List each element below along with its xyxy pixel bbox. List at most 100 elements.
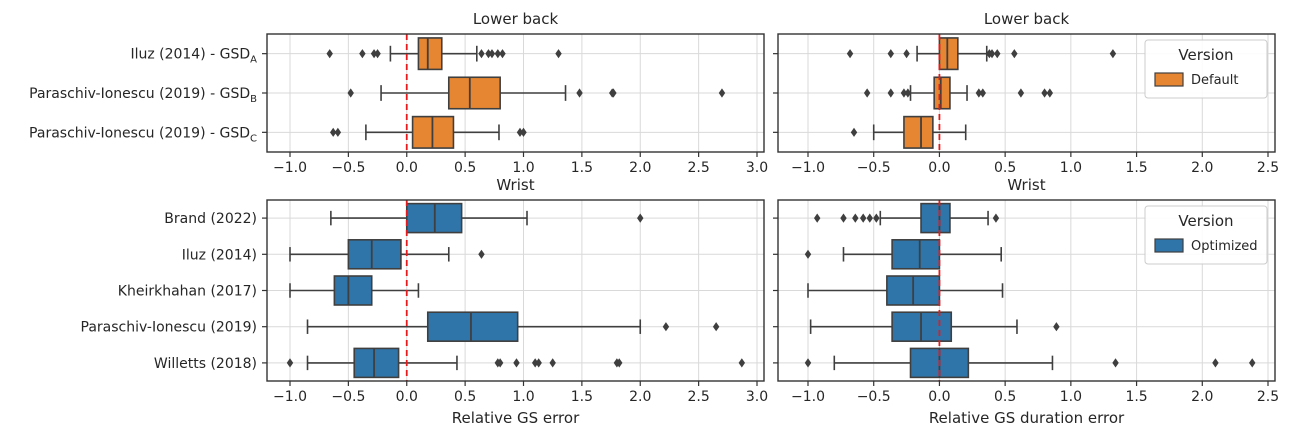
outlier-point bbox=[496, 358, 504, 368]
category-label-text: Iluz (2014) - GSD bbox=[130, 47, 250, 63]
outlier-point bbox=[852, 213, 859, 223]
x-tick-label: −1.0 bbox=[791, 389, 825, 405]
outlier-point bbox=[347, 88, 354, 98]
outlier-point bbox=[334, 127, 342, 137]
outlier-point bbox=[846, 49, 854, 59]
outlier-point bbox=[516, 127, 524, 137]
outlier-point bbox=[531, 358, 539, 368]
box-2 bbox=[289, 239, 485, 270]
outlier-point bbox=[488, 49, 496, 59]
x-tick-label: 0.0 bbox=[928, 389, 950, 405]
outlier-point bbox=[866, 213, 873, 223]
outlier-point bbox=[520, 127, 527, 137]
box-iqr bbox=[938, 37, 959, 71]
category-label-text: Paraschiv-Ionescu (2019) bbox=[81, 320, 258, 336]
outlier-point bbox=[859, 213, 867, 223]
outlier-point bbox=[374, 49, 381, 59]
outlier-point bbox=[662, 322, 670, 332]
legend: Version Default bbox=[1144, 39, 1268, 99]
outlier-point bbox=[804, 358, 812, 368]
x-tick-label: −1.0 bbox=[791, 160, 825, 176]
x-tick-label: 2.5 bbox=[687, 160, 709, 176]
box-1 bbox=[330, 202, 644, 234]
category-label-text: Iluz (2014) bbox=[182, 247, 257, 263]
outlier-point bbox=[903, 49, 910, 59]
outlier-point bbox=[329, 127, 337, 137]
outlier-point bbox=[1046, 88, 1054, 98]
outlier-point bbox=[975, 88, 983, 98]
x-tick-label: 1.0 bbox=[1060, 160, 1082, 176]
x-tick-label: 2.0 bbox=[629, 160, 651, 176]
box-iqr bbox=[333, 275, 373, 306]
x-tick-label: 0.0 bbox=[396, 389, 418, 405]
outlier-point bbox=[637, 213, 644, 223]
x-tick-label: 1.0 bbox=[512, 389, 534, 405]
box-1 bbox=[326, 37, 562, 71]
outlier-point bbox=[718, 88, 726, 98]
box-3 bbox=[329, 115, 527, 149]
outlier-point bbox=[904, 88, 912, 98]
category-label: Brand (2022) bbox=[164, 211, 257, 227]
panel-title: Wrist bbox=[1007, 176, 1045, 194]
box-2 bbox=[347, 76, 726, 110]
box-1 bbox=[813, 202, 1000, 234]
x-tick-label: −1.0 bbox=[273, 389, 307, 405]
outlier-point bbox=[616, 358, 623, 368]
category-label-text: Paraschiv-Ionescu (2019) - GSD bbox=[29, 125, 250, 141]
box-iqr bbox=[426, 311, 519, 342]
x-tick-label: 1.5 bbox=[571, 389, 593, 405]
x-tick-label: 1.0 bbox=[512, 160, 534, 176]
category-label-text: Paraschiv-Ionescu (2019) - GSD bbox=[29, 86, 250, 102]
box-3 bbox=[807, 275, 1004, 306]
x-tick-label: 1.5 bbox=[1125, 160, 1147, 176]
outlier-point bbox=[988, 49, 996, 59]
panel-title: Wrist bbox=[496, 176, 534, 194]
legend-swatch bbox=[1154, 72, 1184, 87]
panel-title: Lower back bbox=[984, 10, 1070, 28]
x-tick-label: −0.5 bbox=[331, 389, 365, 405]
box-iqr bbox=[447, 76, 501, 110]
category-label: Paraschiv-Ionescu (2019) - GSDB bbox=[29, 86, 257, 105]
category-label: Iluz (2014) bbox=[182, 247, 257, 263]
category-label-subscript: B bbox=[250, 94, 257, 105]
outlier-point bbox=[1053, 322, 1060, 332]
category-label-text: Brand (2022) bbox=[164, 211, 257, 227]
outlier-point bbox=[359, 49, 366, 59]
box-iqr bbox=[891, 239, 941, 270]
category-label: Willetts (2018) bbox=[154, 356, 257, 372]
category-label-subscript: C bbox=[250, 133, 257, 144]
box-5 bbox=[804, 347, 1256, 379]
outlier-point bbox=[610, 88, 617, 98]
box-2 bbox=[804, 239, 1003, 270]
box-4 bbox=[306, 311, 720, 342]
outlier-point bbox=[286, 358, 294, 368]
x-tick-label: −0.5 bbox=[857, 389, 891, 405]
outlier-point bbox=[485, 49, 492, 59]
x-tick-label: 0.0 bbox=[928, 160, 950, 176]
outlier-point bbox=[555, 49, 562, 59]
x-tick-label: 2.5 bbox=[1257, 389, 1279, 405]
outlier-point bbox=[326, 49, 333, 59]
panel-2: −1.0 −0.5 0.0 0.5 1.0 1.5 2.0 2.5 Lower back Vers… bbox=[773, 10, 1279, 176]
x-tick-label: 1.5 bbox=[1125, 389, 1147, 405]
box-4 bbox=[809, 311, 1060, 342]
x-tick-label: 1.0 bbox=[1060, 389, 1082, 405]
x-tick-label: 2.0 bbox=[1191, 160, 1213, 176]
outlier-point bbox=[873, 213, 880, 223]
box-iqr bbox=[347, 239, 402, 270]
outlier-point bbox=[1249, 358, 1256, 368]
outlier-point bbox=[513, 358, 520, 368]
category-label: Paraschiv-Ionescu (2019) bbox=[81, 320, 258, 336]
outlier-point bbox=[535, 358, 542, 368]
box-3 bbox=[289, 275, 420, 306]
category-label-text: Willetts (2018) bbox=[154, 356, 257, 372]
box-2 bbox=[863, 76, 1054, 110]
box-iqr bbox=[353, 347, 400, 379]
legend-title: Version bbox=[1178, 46, 1233, 64]
x-tick-label: 3.0 bbox=[746, 389, 768, 405]
x-axis-label: Relative GS duration error bbox=[929, 409, 1125, 427]
outlier-point bbox=[813, 213, 821, 223]
category-label-text: Kheirkhahan (2017) bbox=[118, 284, 257, 300]
x-tick-label: 2.5 bbox=[1257, 160, 1279, 176]
outlier-point bbox=[712, 322, 720, 332]
